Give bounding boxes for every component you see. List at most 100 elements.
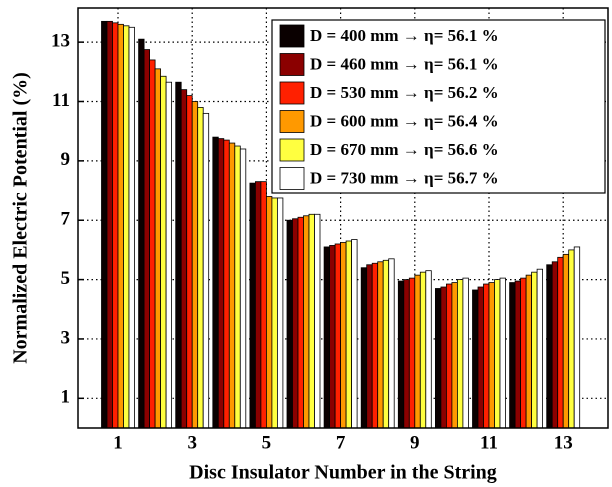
bar bbox=[260, 181, 267, 429]
bar bbox=[117, 23, 124, 429]
bar bbox=[531, 271, 538, 429]
bar bbox=[249, 182, 256, 429]
bar bbox=[573, 246, 581, 429]
bar bbox=[425, 270, 432, 429]
bar bbox=[397, 280, 405, 429]
bar bbox=[234, 145, 241, 429]
bar bbox=[525, 274, 532, 429]
bar bbox=[101, 20, 108, 429]
legend-entry: D = 400 mm → η= 56.1 % bbox=[310, 26, 499, 45]
bar bbox=[276, 197, 284, 429]
legend-swatch bbox=[279, 110, 305, 133]
bar bbox=[440, 286, 447, 429]
bar bbox=[334, 243, 342, 429]
bar bbox=[360, 267, 368, 429]
bar bbox=[297, 216, 304, 429]
bar bbox=[551, 261, 559, 429]
bar bbox=[186, 95, 193, 429]
bar bbox=[366, 264, 373, 429]
x-tick-label: 5 bbox=[262, 432, 272, 453]
bar bbox=[329, 245, 336, 429]
x-tick-label: 11 bbox=[480, 432, 498, 453]
legend-entry: D = 730 mm → η= 56.7 % bbox=[310, 168, 499, 187]
bar bbox=[197, 107, 204, 429]
legend-swatch bbox=[279, 167, 305, 190]
bar bbox=[514, 280, 521, 429]
bar bbox=[323, 246, 331, 429]
bar bbox=[546, 264, 553, 429]
bar bbox=[112, 22, 119, 429]
bar bbox=[286, 219, 293, 429]
bar bbox=[483, 283, 490, 429]
bar bbox=[308, 213, 315, 429]
bar bbox=[314, 213, 321, 429]
bar bbox=[254, 181, 262, 429]
bar bbox=[303, 215, 310, 429]
x-tick-label: 13 bbox=[554, 432, 573, 453]
bar bbox=[499, 277, 506, 429]
bar bbox=[403, 279, 410, 429]
bar bbox=[351, 239, 358, 429]
x-tick-label: 1 bbox=[113, 432, 123, 453]
bar bbox=[408, 277, 416, 429]
legend-entry: D = 530 mm → η= 56.2 % bbox=[310, 83, 499, 102]
bar bbox=[494, 279, 501, 429]
bar bbox=[509, 282, 516, 429]
bar bbox=[149, 59, 156, 429]
bar bbox=[568, 249, 575, 429]
bar bbox=[477, 286, 484, 429]
y-tick-label: 7 bbox=[61, 209, 71, 230]
y-tick-label: 1 bbox=[61, 387, 71, 408]
bar bbox=[488, 282, 495, 429]
bar bbox=[265, 196, 273, 429]
bar bbox=[414, 274, 421, 429]
bar bbox=[223, 139, 230, 429]
bar bbox=[382, 259, 390, 429]
bar bbox=[371, 262, 379, 429]
bar bbox=[217, 138, 225, 429]
legend-entry: D = 670 mm → η= 56.6 % bbox=[310, 140, 499, 159]
bar bbox=[292, 218, 299, 429]
bar bbox=[128, 26, 135, 429]
bar bbox=[456, 279, 464, 429]
y-tick-label: 3 bbox=[61, 327, 71, 348]
bar bbox=[180, 89, 188, 429]
bar bbox=[419, 271, 427, 429]
bar bbox=[557, 256, 564, 429]
bar bbox=[345, 240, 353, 429]
x-axis-label: Disc Insulator Number in the String bbox=[189, 462, 497, 484]
bar bbox=[191, 101, 199, 429]
bar bbox=[154, 68, 162, 429]
bar bbox=[239, 148, 247, 429]
legend-swatch bbox=[279, 138, 305, 162]
plot-frame bbox=[77, 7, 609, 429]
bar bbox=[138, 38, 145, 429]
bar bbox=[165, 81, 173, 429]
y-tick-label: 5 bbox=[61, 268, 71, 289]
bar bbox=[143, 49, 151, 429]
bar bbox=[451, 282, 458, 429]
bar bbox=[562, 253, 570, 429]
bar bbox=[462, 277, 469, 429]
bar bbox=[377, 261, 384, 429]
legend-swatch bbox=[279, 81, 305, 105]
bar bbox=[340, 242, 347, 429]
bar bbox=[175, 81, 182, 429]
bar bbox=[388, 258, 395, 429]
bar bbox=[472, 289, 479, 429]
bar bbox=[445, 283, 453, 429]
bar bbox=[228, 142, 236, 429]
x-tick-label: 3 bbox=[187, 432, 197, 453]
y-tick-label: 13 bbox=[51, 30, 70, 51]
legend-swatch bbox=[279, 24, 305, 48]
x-tick-label: 7 bbox=[336, 432, 346, 453]
legend-entry: D = 460 mm → η= 56.1 % bbox=[310, 54, 499, 73]
bar bbox=[106, 20, 113, 429]
x-tick-label: 9 bbox=[410, 432, 420, 453]
y-tick-label: 11 bbox=[52, 90, 70, 111]
legend-box bbox=[271, 19, 606, 194]
legend-entry: D = 600 mm → η= 56.4 % bbox=[310, 111, 499, 130]
bar bbox=[123, 25, 130, 429]
legend-swatch bbox=[279, 53, 305, 76]
